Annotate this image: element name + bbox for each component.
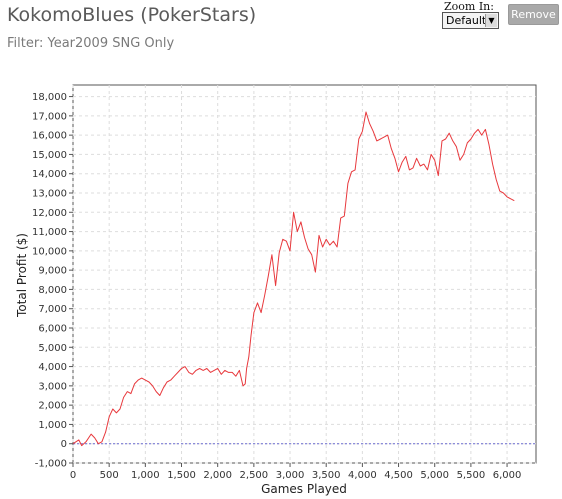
x-tick-label: 5,000 xyxy=(420,470,449,481)
x-tick-label: 3,500 xyxy=(312,470,341,481)
x-tick-label: 5,500 xyxy=(457,470,486,481)
y-tick-label: 18,000 xyxy=(32,92,67,103)
y-tick-label: 0 xyxy=(61,439,67,450)
y-tick-label: 2,000 xyxy=(38,401,67,412)
y-tick-label: 11,000 xyxy=(32,227,67,238)
y-tick-label: 7,000 xyxy=(38,304,67,315)
filter-label: Filter: Year2009 SNG Only xyxy=(7,36,175,51)
zoom-select[interactable]: Default ▼ xyxy=(442,12,499,29)
y-tick-label: 8,000 xyxy=(38,285,67,296)
y-tick-label: 9,000 xyxy=(38,266,67,277)
y-tick-label: 14,000 xyxy=(32,169,67,180)
y-tick-label: 5,000 xyxy=(38,343,67,354)
series-line-1 xyxy=(72,111,515,447)
x-tick-label: 2,500 xyxy=(240,470,269,481)
y-tick-label: 13,000 xyxy=(32,189,67,200)
page-title: KokomoBlues (PokerStars) xyxy=(7,4,257,26)
y-tick-label: 10,000 xyxy=(32,246,67,257)
x-tick-label: 2,000 xyxy=(203,470,232,481)
x-tick-label: 1,000 xyxy=(131,470,160,481)
zoom-label: Zoom In: xyxy=(444,0,494,13)
x-tick-label: 3,000 xyxy=(276,470,305,481)
chevron-down-icon[interactable]: ▼ xyxy=(485,14,497,27)
y-tick-label: -1,000 xyxy=(35,459,67,470)
x-axis-title: Games Played xyxy=(261,482,347,496)
remove-button[interactable]: Remove xyxy=(508,4,559,25)
zoom-select-value: Default xyxy=(446,14,487,27)
y-tick-label: 6,000 xyxy=(38,324,67,335)
y-tick-label: 12,000 xyxy=(32,208,67,219)
plot-area xyxy=(72,84,537,464)
y-tick-label: 4,000 xyxy=(38,362,67,373)
x-tick-label: 4,000 xyxy=(348,470,377,481)
y-tick-label: 17,000 xyxy=(32,111,67,122)
x-tick-label: 0 xyxy=(70,470,76,481)
x-tick-label: 4,500 xyxy=(384,470,413,481)
y-tick-label: 16,000 xyxy=(32,131,67,142)
y-axis-title: Total Profit ($) xyxy=(15,233,29,318)
y-tick-label: 1,000 xyxy=(38,420,67,431)
x-axis: 0 500 1,000 1,500 2,000 2,500 3,000 3,500 4,000 4… xyxy=(70,463,522,481)
grid-lines xyxy=(72,85,536,464)
x-tick-label: 500 xyxy=(100,470,119,481)
series-group xyxy=(72,111,515,447)
y-axis: -1,000 0 1,000 2,000 3,000 4,000 5,000 6,000 7,0… xyxy=(32,92,73,470)
x-tick-label: 1,500 xyxy=(167,470,196,481)
y-tick-label: 15,000 xyxy=(32,150,67,161)
x-tick-label: 6,000 xyxy=(493,470,522,481)
y-tick-label: 3,000 xyxy=(38,381,67,392)
